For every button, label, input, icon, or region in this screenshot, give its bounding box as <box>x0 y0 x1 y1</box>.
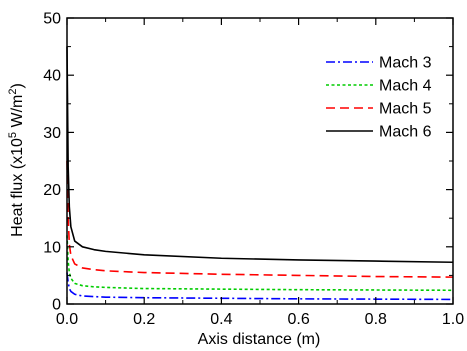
legend-label-2: Mach 5 <box>379 101 432 118</box>
series-line-mach-5 <box>66 160 454 278</box>
y-axis-label: Heat flux (x105 W/m2) <box>7 83 26 237</box>
x-tick-label-3: 0.6 <box>287 311 309 328</box>
series-line-mach-4 <box>66 235 454 292</box>
ticks-layer: 0.0 0.2 0.4 0.6 0.8 1.0 0 10 20 30 40 50 <box>43 11 464 329</box>
y-tick-label-2: 20 <box>43 182 61 199</box>
series-line-mach-6 <box>66 46 454 264</box>
legend-label-0: Mach 3 <box>379 55 432 72</box>
y-axis-label-prefix: Heat flux (x10 <box>9 138 26 237</box>
y-tick-label-1: 10 <box>43 239 61 256</box>
legend-label-3: Mach 6 <box>379 124 432 141</box>
y-axis-label-suffix: ) <box>9 83 26 88</box>
legend: Mach 3 Mach 4 Mach 5 Mach 6 <box>326 55 432 141</box>
legend-label-1: Mach 4 <box>379 78 432 95</box>
y-axis-label-exp2: 2 <box>7 89 19 95</box>
y-tick-label-5: 50 <box>43 11 61 28</box>
series-layer <box>66 46 454 301</box>
x-axis-label: Axis distance (m) <box>198 331 321 348</box>
x-tick-label-1: 0.2 <box>133 311 155 328</box>
y-tick-label-4: 40 <box>43 68 61 85</box>
x-tick-label-4: 0.8 <box>365 311 387 328</box>
y-tick-label-3: 30 <box>43 125 61 142</box>
y-tick-label-0: 0 <box>52 297 61 314</box>
x-tick-label-0: 0.0 <box>56 311 78 328</box>
x-tick-label-5: 1.0 <box>442 311 464 328</box>
y-axis-label-exp1: 5 <box>7 132 19 138</box>
y-axis-label-mid: W/m <box>9 95 26 132</box>
x-tick-label-2: 0.4 <box>210 311 232 328</box>
